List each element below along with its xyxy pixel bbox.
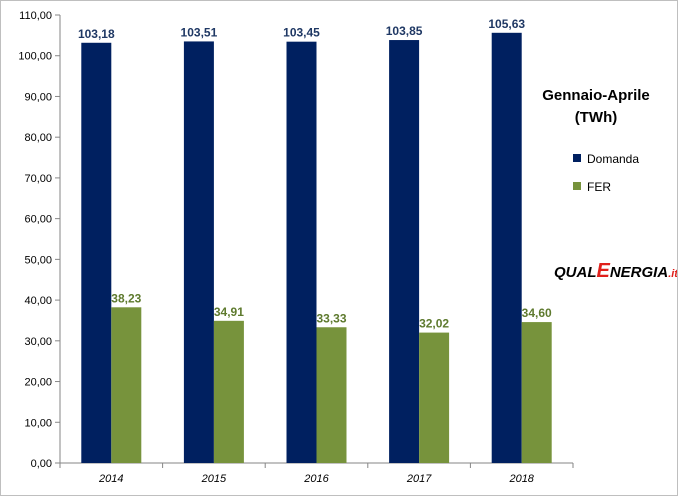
logo-text-nergia: NERGIA — [610, 264, 668, 281]
bar-fer-2015 — [213, 320, 244, 463]
bar-fer-2016 — [316, 327, 347, 463]
data-label: 105,63 — [488, 17, 525, 31]
data-label: 103,85 — [386, 24, 423, 38]
y-tick-label: 40,00 — [24, 295, 52, 307]
logo-text-e: E — [597, 260, 611, 282]
x-tick-label: 2014 — [98, 473, 123, 485]
x-tick-label: 2018 — [508, 473, 534, 485]
bar-domanda-2014 — [81, 42, 112, 463]
legend-label-fer: FER — [587, 180, 611, 194]
data-labels: 103,18 38,23 103,51 34,91 103,45 33,33 103,85 3… — [78, 17, 552, 331]
data-label: 38,23 — [111, 291, 141, 305]
legend-swatch-domanda — [573, 154, 581, 162]
legend-swatch-fer — [573, 182, 581, 190]
x-tick-label: 2015 — [201, 473, 227, 485]
legend: Domanda FER — [573, 152, 639, 194]
data-label: 103,45 — [283, 26, 320, 40]
y-tick-label: 50,00 — [24, 254, 52, 266]
data-label: 34,91 — [214, 305, 244, 319]
qualenergia-logo: QUALENERGIA.it — [554, 260, 677, 282]
bar-fer-2017 — [419, 332, 450, 463]
data-label: 32,02 — [419, 317, 449, 331]
y-tick-label: 100,00 — [18, 51, 52, 63]
data-label: 103,51 — [181, 25, 218, 39]
y-tick-label: 60,00 — [24, 214, 52, 226]
svg-text:QUALENERGIA.it: QUALENERGIA.it — [554, 260, 677, 282]
chart-title: Gennaio-Aprile — [542, 87, 650, 104]
y-tick-label: 0,00 — [31, 458, 52, 470]
y-tick-label: 80,00 — [24, 132, 52, 144]
bars — [81, 32, 552, 464]
y-tick-label: 30,00 — [24, 336, 52, 348]
x-tick-label: 2016 — [303, 473, 329, 485]
axes: 0,00 10,00 20,00 30,00 40,00 50,00 60,00 70,00 8… — [18, 10, 574, 485]
x-tick-label: 2017 — [406, 473, 432, 485]
chart-subtitle: (TWh) — [575, 109, 617, 126]
bar-domanda-2015 — [183, 41, 214, 463]
bar-domanda-2016 — [286, 41, 317, 464]
bar-fer-2018 — [521, 322, 552, 463]
bar-domanda-2017 — [389, 40, 420, 463]
logo-text-qual: QUAL — [554, 264, 597, 281]
y-tick-label: 10,00 — [24, 417, 52, 429]
y-tick-label: 70,00 — [24, 173, 52, 185]
legend-label-domanda: Domanda — [587, 152, 639, 166]
y-tick-label: 110,00 — [19, 10, 52, 22]
data-label: 34,60 — [522, 306, 552, 320]
data-label: 103,18 — [78, 27, 115, 41]
data-label: 33,33 — [316, 311, 346, 325]
bar-fer-2014 — [111, 307, 142, 463]
logo-text-it: .it — [668, 268, 677, 280]
y-tick-label: 90,00 — [24, 91, 52, 103]
bar-domanda-2018 — [491, 32, 522, 463]
y-tick-label: 20,00 — [24, 377, 52, 389]
